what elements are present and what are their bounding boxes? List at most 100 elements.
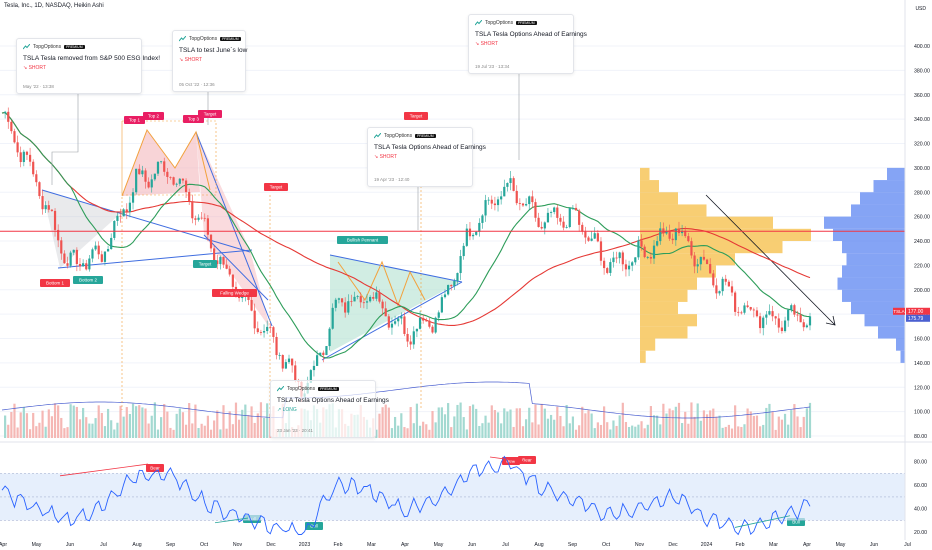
candle-body: [191, 201, 194, 219]
volume-bar: [634, 426, 637, 438]
topg-logo-icon: [276, 385, 285, 392]
price-tick-label: 260.00: [914, 215, 930, 221]
time-tick-label: Nov: [233, 542, 243, 548]
card-timestamp: 05 Oct '22 · 12:36: [179, 82, 215, 87]
last-price-label-2: 175.79: [908, 316, 924, 322]
label-bullish-pennant-bg: [337, 236, 388, 244]
candle-body: [621, 252, 624, 265]
volume-bar: [60, 417, 63, 438]
candle-body: [643, 246, 646, 258]
candle-body: [315, 355, 319, 366]
idea-card-june-low[interactable]: TopgOptions PREMIUM TSLA to test June`s l…: [172, 30, 248, 92]
candle-body: [78, 264, 82, 267]
candle-body: [434, 317, 437, 333]
candle-body: [771, 311, 774, 317]
volume-bar: [456, 404, 459, 438]
candle-body: [63, 253, 66, 264]
idea-card-jul-earnings[interactable]: TopgOptions PREMIUM TSLA Tesla Options Ah…: [468, 14, 587, 74]
candle-body: [340, 298, 344, 303]
volume-bar: [234, 402, 238, 438]
volume-bar: [737, 426, 740, 438]
candle-body: [119, 215, 122, 217]
candle-body: [100, 254, 103, 262]
candle-body: [365, 301, 369, 303]
volume-bar: [699, 420, 702, 438]
candle-body: [447, 285, 450, 295]
volume-bar: [25, 413, 29, 438]
time-tick-label: Jun: [468, 542, 476, 548]
volume-bar: [481, 423, 484, 438]
volume-bar: [94, 418, 97, 438]
volume-bar: [44, 426, 47, 438]
idea-card-esg[interactable]: TopgOptions PREMIUM TSLA Tesla removed fr…: [16, 38, 160, 94]
candle-body: [737, 311, 740, 313]
topg-logo-icon: [474, 19, 483, 26]
volume-bar: [780, 419, 784, 438]
candle-body: [406, 333, 409, 342]
candle-body: [403, 316, 406, 334]
volume-bar: [512, 426, 515, 438]
price-tick-label: 120.00: [914, 385, 930, 391]
candle-body: [721, 278, 724, 292]
candle-body: [262, 331, 266, 333]
candle-body: [400, 316, 403, 319]
vp-down-bar: [837, 277, 905, 290]
time-tick-label: Jul: [100, 542, 107, 548]
volume-bar: [200, 423, 203, 438]
card-direction: ↘ SHORT: [475, 41, 499, 47]
label-top-1: Top 1: [129, 118, 141, 123]
volume-bar: [119, 405, 122, 438]
price-tick-label: 80.00: [914, 434, 927, 440]
candle-body: [777, 318, 780, 328]
volume-bar: [646, 424, 649, 438]
candle-body: [194, 218, 197, 220]
card-author: TopgOptions: [485, 20, 514, 26]
vp-up-bar: [640, 167, 650, 181]
candle-body: [459, 256, 462, 274]
idea-card-apr-earnings[interactable]: TopgOptions PREMIUM TSLA Tesla Options Ah…: [367, 127, 486, 187]
volume-bar: [771, 411, 774, 438]
volume-bar: [546, 418, 550, 438]
label-target-2-bg: [264, 183, 288, 191]
price-tick-label: 220.00: [914, 263, 930, 269]
vp-down-bar: [896, 338, 905, 351]
idea-card-jan-earnings[interactable]: TopgOptions PREMIUM TSLA Tesla Options Ah…: [270, 380, 389, 438]
volume-bar: [50, 416, 54, 438]
candle-body: [799, 314, 802, 323]
candle-body: [28, 154, 32, 162]
volume-bar: [662, 403, 665, 438]
volume-bar: [690, 402, 693, 438]
candle-body: [85, 263, 88, 270]
time-tick-label: 2024: [701, 542, 713, 548]
vp-down-bar: [860, 192, 905, 205]
vp-down-bar: [851, 204, 905, 217]
candle-body: [783, 320, 787, 332]
volume-bar: [390, 428, 394, 438]
volume-bar: [250, 406, 253, 438]
candle-body: [247, 295, 250, 300]
candle-body: [203, 217, 206, 219]
volume-bar: [568, 423, 571, 438]
candle-body: [269, 326, 272, 328]
candle-body: [69, 252, 72, 266]
candle-body: [755, 310, 759, 317]
candle-body: [409, 341, 412, 345]
candle-body: [38, 182, 41, 197]
volume-bar: [777, 416, 780, 438]
volume-bar: [515, 408, 518, 438]
candle-body: [72, 249, 75, 253]
volume-bar: [668, 408, 671, 438]
symbol-tag-bg: [893, 307, 905, 315]
candle-body: [471, 234, 475, 237]
card-title: TSLA to test June`s low: [179, 47, 248, 54]
candle-body: [521, 203, 525, 206]
volume-bar: [91, 423, 94, 438]
candle-body: [634, 257, 637, 263]
volume-bar: [82, 407, 85, 438]
volume-bar: [113, 429, 116, 438]
volume-bar: [63, 428, 66, 438]
time-tick-label: Oct: [602, 542, 611, 548]
volume-bar: [440, 407, 443, 438]
vp-down-bar: [900, 350, 905, 363]
